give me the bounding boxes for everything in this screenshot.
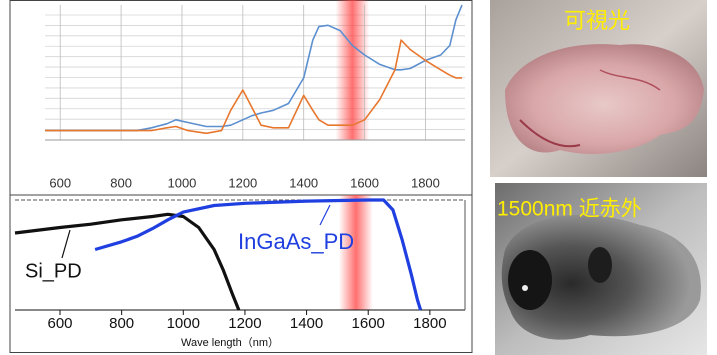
x-tick-label: 1400 — [290, 315, 323, 332]
dark-spot — [508, 250, 552, 310]
x-tick-label: 1400 — [289, 175, 318, 190]
photo-nir — [495, 183, 707, 355]
x-tick-label: 1200 — [228, 315, 261, 332]
series-line — [94, 198, 423, 311]
dark-spot — [588, 247, 612, 283]
x-tick-label: 600 — [49, 175, 71, 190]
series-line — [45, 4, 463, 132]
x-tick-label: 1600 — [350, 175, 379, 190]
x-tick-label: 1200 — [228, 175, 257, 190]
photo-visible — [490, 0, 707, 177]
highlight-band — [338, 195, 373, 310]
x-tick-label: 1000 — [167, 315, 200, 332]
series-line — [45, 39, 462, 135]
series-label: Si_PD — [25, 260, 82, 282]
tissue — [505, 44, 704, 155]
photo-label: 1500nm 近赤外 — [497, 198, 642, 221]
series-label: InGaAs_PD — [238, 229, 354, 254]
x-tick-label: 1000 — [167, 175, 196, 190]
photo-label: 可視光 — [564, 8, 630, 33]
vessel — [599, 69, 661, 91]
x-tick-label: 1800 — [413, 315, 446, 332]
x-axis-label: Wave length（nm） — [181, 336, 279, 349]
highlight-band — [335, 0, 370, 140]
x-tick-label: 1600 — [352, 315, 385, 332]
annotation-arrow — [61, 229, 71, 259]
x-tick-label: 800 — [109, 315, 134, 332]
annotation-arrow — [319, 204, 331, 226]
x-tick-label: 800 — [110, 175, 132, 190]
panel-frame — [9, 0, 473, 353]
vessel — [519, 119, 581, 148]
highlight — [522, 285, 528, 291]
x-tick-label: 600 — [47, 315, 72, 332]
x-tick-label: 1800 — [411, 175, 440, 190]
